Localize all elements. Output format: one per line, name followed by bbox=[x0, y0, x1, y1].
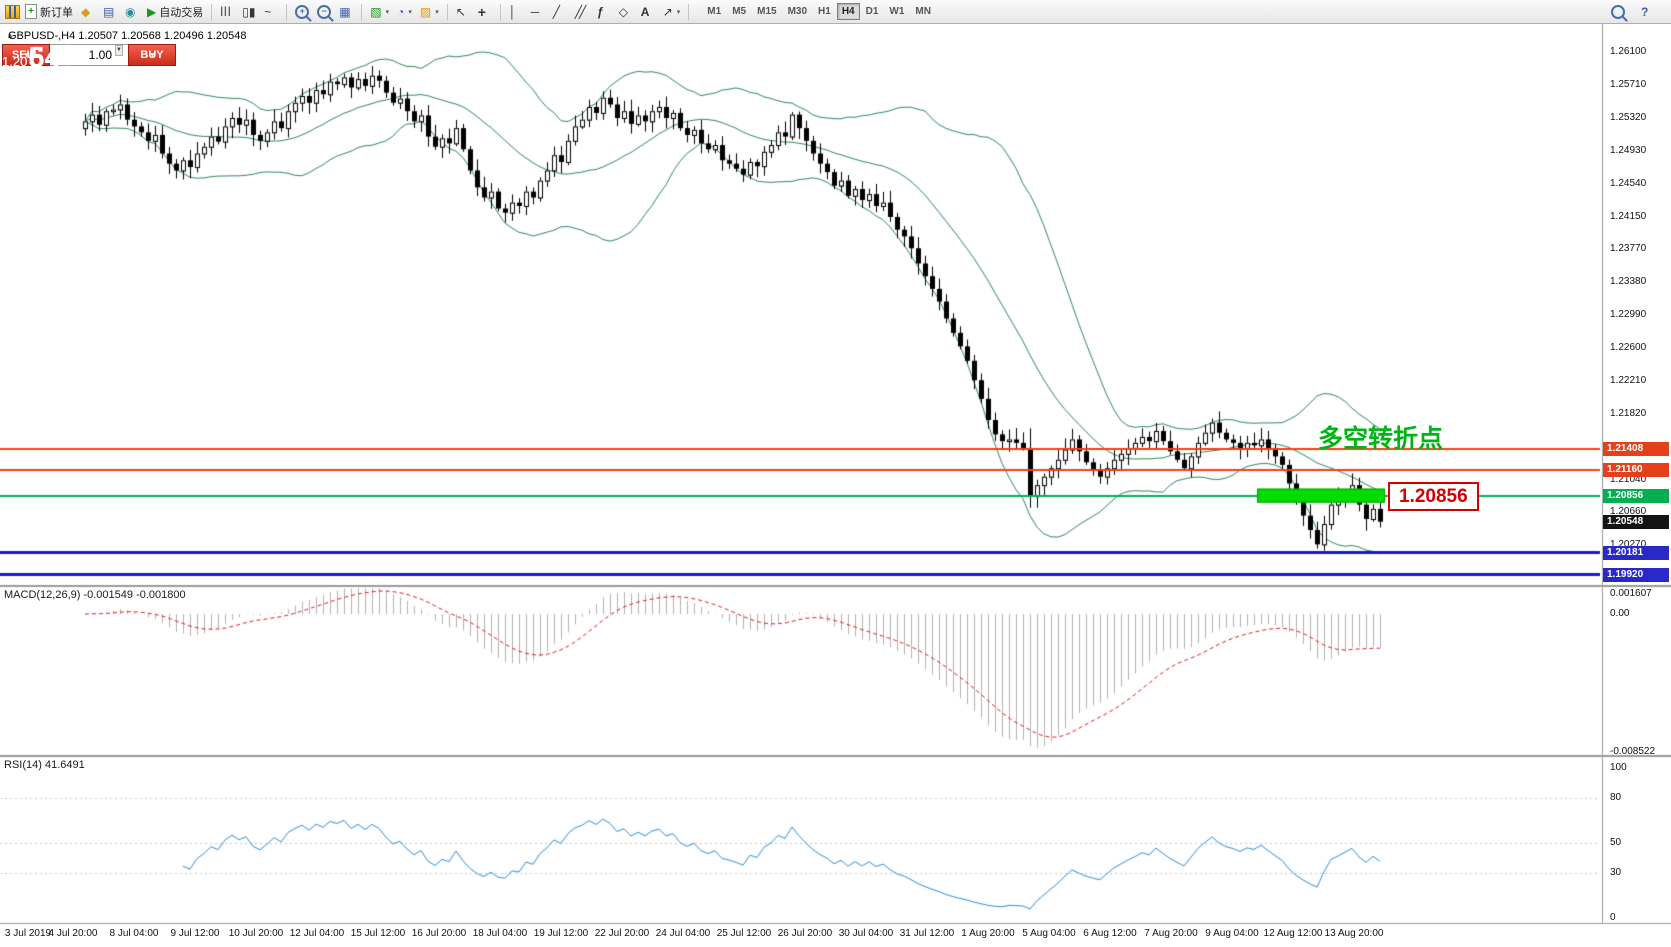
zoom-in-icon: + bbox=[295, 4, 310, 19]
volume-down-button[interactable]: ▼ bbox=[115, 45, 123, 56]
buy-button[interactable]: BUY ▾ bbox=[128, 44, 176, 66]
shapes-tool-button[interactable]: ◇ bbox=[616, 2, 636, 22]
sell-price-prefix: 1.20 bbox=[2, 54, 28, 69]
fibonacci-icon: ƒ bbox=[596, 4, 604, 19]
sell-button[interactable]: SELL ▾ bbox=[2, 44, 50, 66]
toolbar-separator bbox=[688, 3, 690, 20]
timeframe-H4[interactable]: H4 bbox=[836, 3, 860, 20]
toolbar-separator bbox=[211, 3, 213, 20]
chevron-down-icon: ▾ bbox=[24, 52, 29, 59]
new-chart-button[interactable]: ▧ ▾ bbox=[367, 2, 392, 22]
data-window-button[interactable]: ◉ bbox=[122, 2, 142, 22]
text-tool-icon: A bbox=[640, 4, 650, 19]
bull-bear-turning-point-annotation[interactable]: 多空转折点 bbox=[1318, 425, 1444, 453]
tile-windows-icon: ▦ bbox=[339, 4, 351, 19]
toolbar-separator bbox=[361, 3, 363, 20]
text-tool-button[interactable]: A bbox=[638, 2, 658, 22]
buy-button-label: BUY bbox=[140, 49, 164, 61]
candlestick-chart-icon: ▯▮ bbox=[242, 4, 256, 19]
profiles-icon: ◆ bbox=[81, 4, 91, 19]
chevron-down-icon: ▾ bbox=[408, 8, 412, 16]
timeframe-group: M1 M5 M15 M30 H1 H4 D1 W1 MN bbox=[702, 3, 936, 20]
chevron-down-icon: ▾ bbox=[676, 8, 681, 16]
horizontal-line-icon: ─ bbox=[530, 4, 540, 19]
timeframe-M1[interactable]: M1 bbox=[702, 3, 726, 20]
app-icon bbox=[5, 4, 20, 19]
chevron-down-icon: ▾ bbox=[435, 8, 439, 16]
new-order-icon: + bbox=[25, 4, 37, 19]
buy-price-sup: 4 bbox=[61, 47, 69, 61]
trendline-icon: ╱ bbox=[552, 4, 560, 19]
arrows-tool-button[interactable]: ↗ ▾ bbox=[660, 2, 684, 22]
globe-icon: ◉ bbox=[125, 4, 136, 19]
zoom-out-button[interactable]: − bbox=[314, 2, 334, 22]
arrow-tool-icon: ↗ bbox=[662, 4, 673, 19]
vertical-line-icon: │ bbox=[508, 4, 517, 19]
shapes-icon: ◇ bbox=[618, 4, 628, 19]
timeframe-H1[interactable]: H1 bbox=[813, 3, 836, 20]
market-watch-icon: ▤ bbox=[103, 4, 115, 19]
channel-icon: ╱╱ bbox=[574, 4, 587, 19]
zoom-out-icon: − bbox=[317, 4, 332, 19]
crosshair-icon: + bbox=[477, 3, 486, 20]
volume-input[interactable] bbox=[50, 45, 115, 65]
toolbar-separator bbox=[286, 3, 288, 20]
sell-price-sup: 8 bbox=[61, 47, 69, 61]
timeframe-W1[interactable]: W1 bbox=[884, 3, 909, 20]
profiles-button[interactable]: ◆ bbox=[78, 2, 98, 22]
bar-chart-button[interactable]: ||| bbox=[217, 2, 237, 22]
bar-chart-icon: ||| bbox=[220, 6, 232, 17]
new-chart-icon: ▧ bbox=[370, 4, 382, 19]
line-chart-icon: ~ bbox=[264, 4, 272, 19]
search-icon bbox=[1611, 4, 1625, 19]
autotrading-button[interactable]: ▶ 自动交易 bbox=[144, 2, 206, 22]
zoom-in-button[interactable]: + bbox=[292, 2, 312, 22]
crosshair-tool-button[interactable]: + bbox=[475, 2, 495, 22]
new-order-label: 新订单 bbox=[40, 6, 73, 19]
sell-price[interactable]: 1.20 54 8 bbox=[2, 42, 70, 78]
sell-price-big: 54 bbox=[28, 42, 61, 74]
timeframe-MN[interactable]: MN bbox=[910, 3, 936, 20]
horizontal-line-tool-button[interactable]: ─ bbox=[528, 2, 548, 22]
buy-price-prefix: 1.20 bbox=[2, 54, 28, 69]
volume-field-wrap: ▲ ▼ bbox=[50, 44, 128, 66]
fibonacci-tool-button[interactable]: ƒ bbox=[594, 2, 614, 22]
chevron-down-icon: ▾ bbox=[150, 52, 155, 59]
price-level-flag[interactable]: 1.20856 bbox=[1388, 482, 1479, 511]
new-order-button[interactable]: + 新订单 bbox=[22, 2, 76, 22]
periods-button[interactable]: ◔ ▾ bbox=[394, 2, 415, 22]
search-button[interactable] bbox=[1608, 2, 1628, 22]
help-button[interactable]: ? bbox=[1638, 2, 1658, 22]
cursor-icon: ↖ bbox=[455, 4, 466, 19]
cursor-tool-button[interactable]: ↖ bbox=[453, 2, 473, 22]
candlestick-chart-button[interactable]: ▯▮ bbox=[239, 2, 259, 22]
market-watch-button[interactable]: ▤ bbox=[100, 2, 120, 22]
chevron-down-icon: ▾ bbox=[385, 8, 390, 16]
timeframe-M30[interactable]: M30 bbox=[783, 3, 812, 20]
timeframe-D1[interactable]: D1 bbox=[861, 3, 884, 20]
toolbar-separator bbox=[499, 3, 501, 20]
volume-spinner: ▲ ▼ bbox=[115, 45, 128, 65]
vertical-line-tool-button[interactable]: │ bbox=[506, 2, 526, 22]
autotrading-play-icon: ▶ bbox=[147, 4, 157, 19]
main-toolbar: + 新订单 ◆ ▤ ◉ ▶ 自动交易 ||| ▯▮ ~ + − ▦ ▧ ▾ ◔ ▾ … bbox=[0, 0, 1671, 24]
line-chart-button[interactable]: ~ bbox=[261, 2, 281, 22]
template-icon: ▨ bbox=[419, 4, 432, 19]
channel-tool-button[interactable]: ╱╱ bbox=[572, 2, 592, 22]
buy-price[interactable]: 1.20 64 4 bbox=[2, 44, 68, 78]
templates-button[interactable]: ▨ ▾ bbox=[417, 2, 442, 22]
toolbar-separator bbox=[446, 3, 448, 20]
buy-price-big: 64 bbox=[28, 42, 61, 74]
clock-icon: ◔ bbox=[397, 4, 405, 19]
trendline-tool-button[interactable]: ╱ bbox=[550, 2, 570, 22]
autotrading-label: 自动交易 bbox=[159, 6, 204, 19]
timeframe-M5[interactable]: M5 bbox=[727, 3, 751, 20]
tile-windows-button[interactable]: ▦ bbox=[336, 2, 356, 22]
sell-button-label: SELL bbox=[11, 49, 41, 61]
help-icon: ? bbox=[1641, 4, 1649, 19]
timeframe-M15[interactable]: M15 bbox=[752, 3, 781, 20]
